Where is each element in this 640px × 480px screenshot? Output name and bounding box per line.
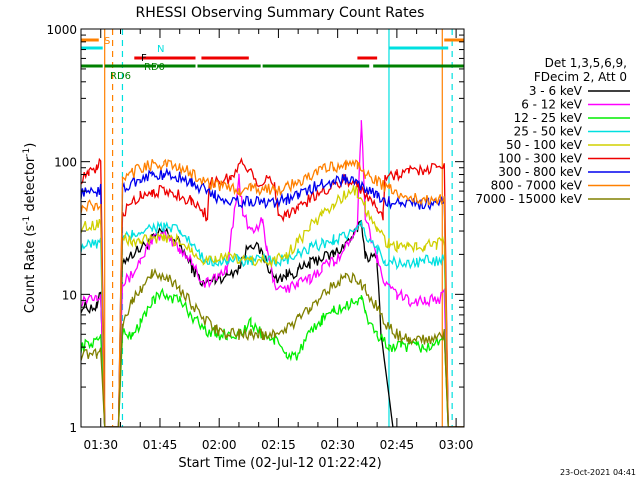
x-tick-label-1: 01:45 [143, 438, 178, 452]
legend-header-line-2: FDecim 2, Att 0 [534, 70, 627, 84]
x-axis: 01:30 01:45 02:00 02:15 02:30 02:45 03:00 [83, 29, 473, 452]
flare-label: F [141, 53, 147, 64]
legend-label-2: 12 - 25 keV [514, 111, 583, 125]
x-axis-label: Start Time (02-Jul-12 01:22:42) [178, 456, 381, 471]
y-label-prefix: Count Rate (s [23, 225, 38, 314]
series-line-4 [81, 185, 464, 427]
series-line-5 [81, 156, 464, 427]
series-line-2 [81, 287, 464, 427]
legend-label-5: 100 - 300 keV [498, 152, 582, 166]
series-layer [81, 120, 464, 427]
series-line-8 [81, 267, 464, 427]
y-tick-label-3: 1000 [46, 23, 77, 37]
x-tick-label-4: 02:30 [320, 438, 355, 452]
legend-label-8: 7000 - 15000 keV [475, 192, 582, 206]
x-tick-label-3: 02:15 [261, 438, 296, 452]
y-label-suffix: ) [23, 143, 38, 148]
y-tick-label-1: 10 [62, 288, 77, 302]
saa-label: S [104, 36, 110, 47]
series-line-6 [81, 167, 464, 427]
legend-label-1: 6 - 12 keV [521, 98, 583, 112]
legend: Det 1,3,5,6,9, FDecim 2, Att 0 3 - 6 keV… [475, 56, 630, 206]
series-line-0 [81, 219, 464, 427]
x-tick-label-5: 02:45 [380, 438, 415, 452]
y-tick-label-0: 1 [69, 421, 77, 435]
y-tick-label-2: 100 [54, 156, 77, 170]
series-line-3 [81, 219, 464, 427]
legend-label-0: 3 - 6 keV [529, 84, 583, 98]
decim-label-b: RD0 [144, 62, 165, 73]
x-tick-label-6: 03:00 [439, 438, 474, 452]
legend-header-line-1: Det 1,3,5,6,9, [545, 56, 627, 70]
y-axis: 1 10 100 1000 [46, 23, 464, 435]
y-label-sup-1: -1 [22, 216, 32, 225]
annotation-layer: S NF RD6 RD0 [81, 29, 464, 427]
decim-label-a: RD6 [110, 71, 131, 82]
y-axis-label: Count Rate (s-1 detector-1) [22, 143, 38, 314]
legend-label-4: 50 - 100 keV [506, 138, 583, 152]
chart-title: RHESSI Observing Summary Count Rates [136, 5, 425, 21]
legend-label-7: 800 - 7000 keV [491, 179, 583, 193]
plot-frame [80, 28, 465, 428]
legend-label-3: 25 - 50 keV [514, 125, 583, 139]
x-tick-label-0: 01:30 [83, 438, 118, 452]
x-tick-label-2: 02:00 [202, 438, 237, 452]
legend-label-6: 300 - 800 keV [498, 165, 582, 179]
y-label-mid: detector [23, 156, 38, 216]
night-label: N [157, 44, 164, 55]
generation-timestamp: 23-Oct-2021 04:41 [560, 468, 636, 477]
series-line-1 [81, 120, 464, 427]
series-line-7 [81, 158, 464, 427]
y-label-sup-2: -1 [22, 148, 32, 157]
